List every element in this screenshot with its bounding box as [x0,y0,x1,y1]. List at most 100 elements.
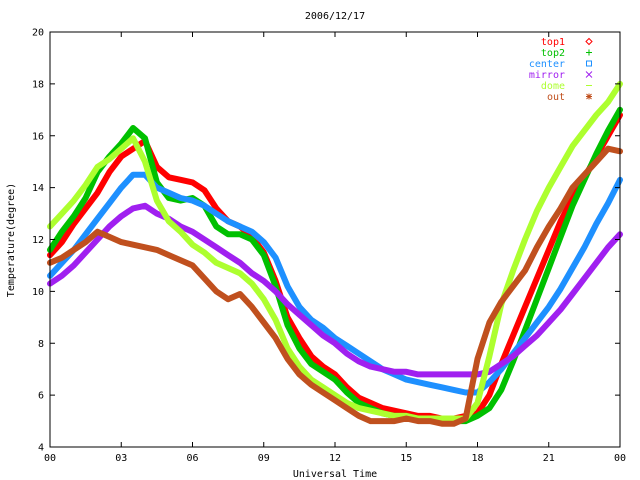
data-point-center [605,201,611,206]
data-point-top2 [237,232,243,237]
data-point-center [356,351,361,356]
data-point-center [273,255,278,260]
data-point-out [59,255,65,260]
y-tick-label: 20 [32,28,44,39]
data-point-top1 [166,175,171,180]
data-point-top1 [392,408,397,413]
data-point-mirror [190,229,195,234]
data-point-dome [261,297,266,302]
data-point-dome [225,265,231,271]
data-point-out [332,398,338,403]
y-tick-label: 18 [32,79,44,90]
data-point-top1 [59,239,65,245]
data-point-center [249,229,255,234]
data-point-top2 [534,297,540,302]
data-point-dome [475,400,480,406]
data-point-out [534,245,540,250]
data-point-out [142,245,148,250]
data-point-out [451,421,456,426]
data-point-top2 [332,377,338,382]
data-point-mirror [154,211,160,216]
data-point-center [119,185,124,190]
data-point-center [166,190,171,195]
data-point-dome [130,136,136,141]
data-point-dome [190,242,195,247]
legend-label-top2: top2 [541,48,565,59]
data-point-center [178,195,183,201]
x-tick-label: 18 [471,453,483,464]
data-point-dome [59,211,65,216]
data-point-out [225,297,231,302]
x-tick-label: 12 [329,453,341,464]
data-point-top2 [83,195,88,201]
data-point-dome [202,250,207,255]
data-point-out [214,289,219,294]
data-point-out [368,418,373,424]
x-tick-label: 15 [400,453,412,464]
data-point-mirror [510,354,516,359]
data-point-out [297,372,302,377]
data-point-dome [487,354,492,359]
data-point-mirror [119,214,124,219]
data-point-top1 [190,180,195,185]
data-point-dome [594,112,599,118]
x-axis-title: Universal Time [293,469,377,480]
data-point-mirror [499,361,504,367]
data-point-dome [439,416,445,421]
data-point-out [107,234,112,240]
data-point-top2 [320,369,326,374]
data-point-top2 [249,237,255,242]
data-point-center [225,219,231,224]
data-point-top1 [534,276,540,281]
data-point-top1 [487,392,492,398]
data-point-out [570,185,575,190]
data-point-out [522,268,528,273]
data-point-top2 [261,252,266,258]
data-point-mirror [285,302,290,307]
series-center [47,171,623,396]
data-point-dome [83,182,88,188]
data-point-mirror [570,291,575,297]
data-point-center [451,387,456,393]
data-point-out [344,405,350,411]
data-point-out [605,146,611,151]
legend-label-dome: dome [541,81,565,92]
data-point-top1 [546,247,551,253]
data-point-mirror [392,369,397,374]
legend-marker-center [586,60,592,67]
legend-label-mirror: mirror [529,70,565,81]
data-point-top1 [522,304,528,310]
data-point-top1 [107,169,112,175]
data-point-center [522,335,528,341]
data-point-center [190,198,195,203]
series-mirror [47,202,623,378]
data-point-out [380,418,385,424]
data-point-mirror [546,320,551,325]
data-point-mirror [344,351,350,356]
data-point-mirror [605,245,611,250]
data-point-dome [285,346,290,351]
data-point-mirror [225,252,231,258]
data-point-top2 [594,151,599,157]
x-tick-label: 21 [543,453,555,464]
data-point-out [178,258,183,263]
data-point-top1 [83,206,88,211]
legend-label-center: center [529,59,565,70]
data-point-center [582,245,587,250]
data-point-mirror [297,312,302,317]
legend-marker-mirror [585,71,593,78]
series-dome [47,80,623,422]
data-point-mirror [130,206,136,211]
data-point-top1 [380,405,385,411]
data-point-out [392,418,397,424]
data-point-out [404,416,409,421]
data-point-out [558,206,563,211]
data-point-mirror [83,250,88,255]
data-point-center [59,260,65,265]
data-point-dome [368,408,373,413]
data-point-dome [451,416,456,421]
data-point-mirror [368,364,373,369]
legend-marker-top1 [585,37,593,46]
